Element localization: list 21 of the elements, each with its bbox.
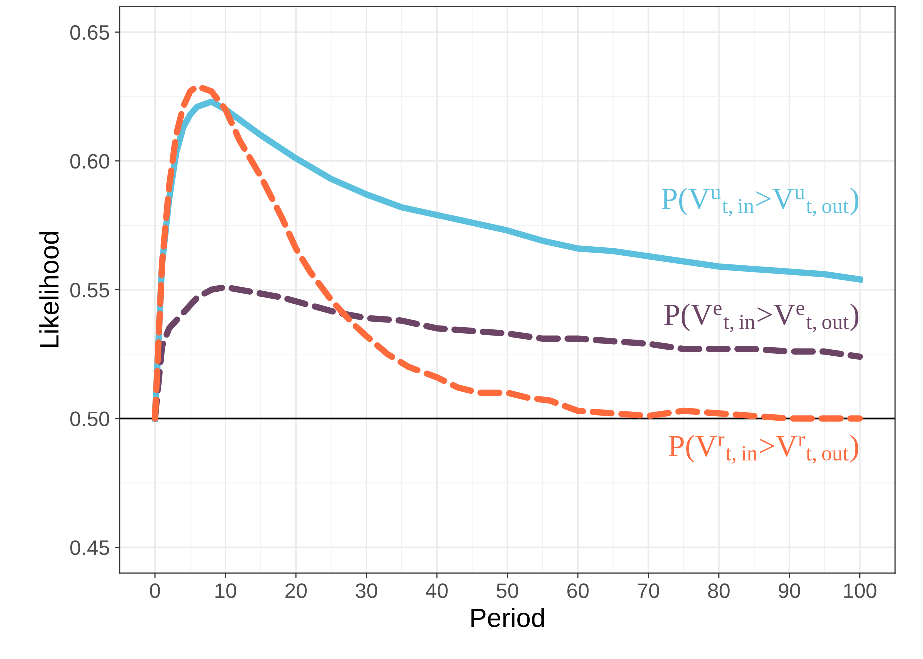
x-tick-label: 10 <box>216 584 236 598</box>
y-tick-label: 0.50 <box>70 412 110 427</box>
x-tick-label: 70 <box>638 584 660 598</box>
x-tick-label: 80 <box>708 584 730 598</box>
y-tick-label: 0.65 <box>70 25 110 40</box>
x-tick-label: 40 <box>426 584 448 598</box>
y-tick-label: 0.45 <box>70 540 110 556</box>
x-tick-label: 30 <box>356 584 378 598</box>
y-tick-label: 0.60 <box>70 154 110 169</box>
y-axis-title: Likelihood <box>40 232 59 348</box>
x-tick-label: 90 <box>778 584 800 598</box>
x-tick-label: 0 <box>150 584 160 598</box>
y-tick-label: 0.55 <box>70 282 110 298</box>
x-tick-label: 50 <box>496 584 518 598</box>
x-tick-label: 20 <box>286 584 307 598</box>
series-label: P(V$^{r}$$_{t,in}$>V$^{r}$$_{t,out}$) <box>669 435 858 464</box>
x-tick-label: 60 <box>568 584 589 598</box>
series-label: P(V$^{u}$$_{t,in}$>V$^{u}$$_{t,out}$) <box>662 188 859 217</box>
x-axis-title: Period <box>472 608 544 628</box>
series-label: P(V$^{e}$$_{t,in}$>V$^{e}$$_{t,out}$) <box>664 304 859 332</box>
x-tick-label: 100 <box>844 584 877 598</box>
